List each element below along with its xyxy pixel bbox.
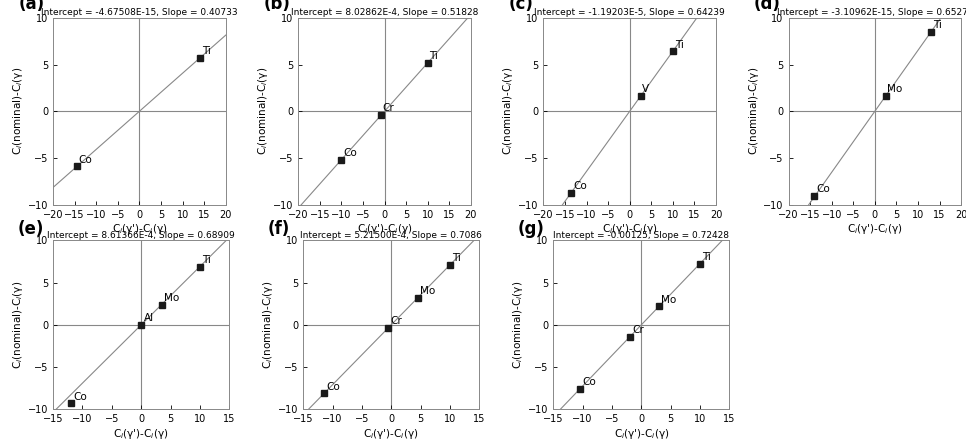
Text: Al: Al: [144, 313, 154, 323]
Text: Mo: Mo: [888, 85, 902, 94]
Title: Intercept = -4.67508E-15, Slope = 0.40733: Intercept = -4.67508E-15, Slope = 0.4073…: [42, 8, 238, 17]
Text: Cr: Cr: [383, 103, 394, 113]
X-axis label: C$_i$(γ')-C$_i$(γ): C$_i$(γ')-C$_i$(γ): [847, 222, 902, 236]
Title: Intercept = 5.21500E-4, Slope = 0.7086: Intercept = 5.21500E-4, Slope = 0.7086: [300, 231, 482, 239]
Text: Co: Co: [343, 148, 356, 158]
X-axis label: C$_i$(γ')-C$_i$(γ): C$_i$(γ')-C$_i$(γ): [113, 427, 169, 441]
Text: Co: Co: [573, 181, 587, 190]
Text: Mo: Mo: [662, 295, 676, 304]
Y-axis label: C$_i$(nominal)-C$_i$(γ): C$_i$(nominal)-C$_i$(γ): [501, 67, 516, 155]
Text: Mo: Mo: [420, 286, 436, 296]
Text: Ti: Ti: [430, 51, 439, 61]
X-axis label: C$_i$(γ')-C$_i$(γ): C$_i$(γ')-C$_i$(γ): [363, 427, 419, 441]
Y-axis label: C$_i$(nominal)-C$_i$(γ): C$_i$(nominal)-C$_i$(γ): [747, 67, 760, 155]
Text: Cr: Cr: [632, 325, 643, 335]
Y-axis label: C$_i$(nominal)-C$_i$(γ): C$_i$(nominal)-C$_i$(γ): [12, 67, 25, 155]
Text: V: V: [642, 85, 649, 94]
Text: Ti: Ti: [702, 252, 711, 262]
Title: Intercept = 8.61366E-4, Slope = 0.68909: Intercept = 8.61366E-4, Slope = 0.68909: [47, 231, 235, 239]
Text: Co: Co: [816, 184, 830, 194]
Text: Ti: Ti: [933, 20, 942, 30]
Y-axis label: C$_i$(nominal)-C$_i$(γ): C$_i$(nominal)-C$_i$(γ): [511, 281, 526, 369]
Text: Co: Co: [582, 377, 596, 388]
Title: Intercept = -3.10962E-15, Slope = 0.65275: Intercept = -3.10962E-15, Slope = 0.6527…: [777, 8, 966, 17]
Y-axis label: C$_i$(nominal)-C$_i$(γ): C$_i$(nominal)-C$_i$(γ): [256, 67, 270, 155]
Text: (a): (a): [18, 0, 44, 13]
X-axis label: C$_i$(γ')-C$_i$(γ): C$_i$(γ')-C$_i$(γ): [112, 222, 167, 236]
X-axis label: C$_i$(γ')-C$_i$(γ): C$_i$(γ')-C$_i$(γ): [602, 222, 658, 236]
Title: Intercept = 8.02862E-4, Slope = 0.51828: Intercept = 8.02862E-4, Slope = 0.51828: [291, 8, 478, 17]
Y-axis label: C$_i$(nominal)-C$_i$(γ): C$_i$(nominal)-C$_i$(γ): [12, 281, 25, 369]
Text: Ti: Ti: [202, 46, 211, 56]
Text: Ti: Ti: [202, 255, 212, 265]
Text: (f): (f): [268, 220, 290, 238]
Title: Intercept = -1.19203E-5, Slope = 0.64239: Intercept = -1.19203E-5, Slope = 0.64239: [534, 8, 725, 17]
X-axis label: C$_i$(γ')-C$_i$(γ): C$_i$(γ')-C$_i$(γ): [356, 222, 412, 236]
Y-axis label: C$_i$(nominal)-C$_i$(γ): C$_i$(nominal)-C$_i$(γ): [261, 281, 275, 369]
Text: Mo: Mo: [164, 293, 180, 303]
Text: (c): (c): [509, 0, 534, 13]
Text: Co: Co: [78, 154, 93, 165]
Text: (d): (d): [754, 0, 781, 13]
Text: (e): (e): [18, 220, 44, 238]
Text: (b): (b): [264, 0, 291, 13]
Text: Ti: Ti: [452, 253, 461, 263]
Text: Ti: Ti: [674, 40, 684, 49]
Text: Co: Co: [327, 382, 340, 392]
Text: Cr: Cr: [390, 316, 403, 326]
Text: (g): (g): [518, 220, 545, 238]
X-axis label: C$_i$(γ')-C$_i$(γ): C$_i$(γ')-C$_i$(γ): [613, 427, 669, 441]
Text: Co: Co: [73, 392, 87, 402]
Title: Intercept = -0.00125, Slope = 0.72428: Intercept = -0.00125, Slope = 0.72428: [554, 231, 729, 239]
